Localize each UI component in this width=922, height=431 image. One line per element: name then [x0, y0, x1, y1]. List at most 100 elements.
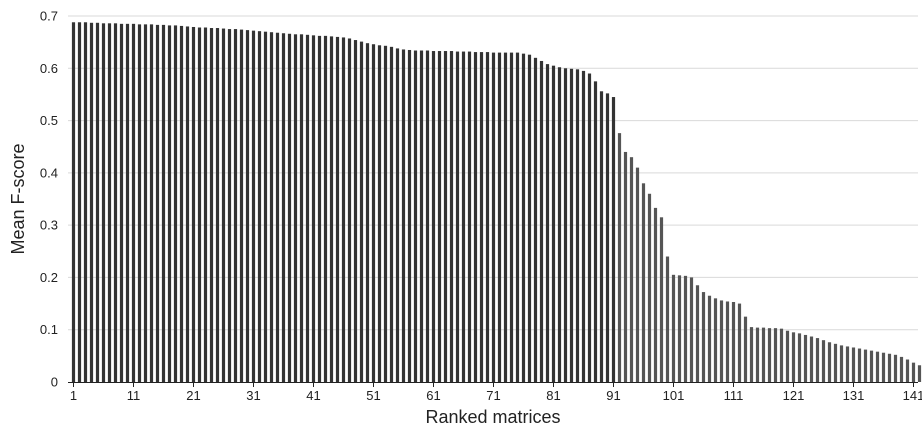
x-tick-label: 131 [843, 388, 865, 403]
bar-25 [215, 28, 220, 382]
bar-85 [575, 69, 580, 383]
bar-90 [605, 93, 610, 382]
bar-76 [521, 53, 526, 382]
bar-132 [857, 348, 862, 382]
bar-79 [539, 60, 544, 383]
x-tick-label: 71 [486, 388, 500, 403]
bar-32 [257, 31, 262, 383]
x-tick-label: 1 [70, 388, 77, 403]
bar-126 [821, 340, 826, 382]
bar-110 [725, 301, 730, 382]
bar-15 [155, 24, 160, 382]
bar-40 [305, 34, 310, 383]
bar-55 [395, 48, 400, 382]
bar-73 [503, 52, 508, 382]
bar-51 [371, 44, 376, 383]
bar-27 [227, 29, 232, 382]
bar-103 [683, 275, 688, 382]
bar-88 [593, 81, 598, 382]
x-tick-labels: 1 11 21 31 41 51 61 71 81 91 101 111 121 131 141 [70, 382, 922, 403]
bar-130 [845, 346, 850, 382]
bar-128 [833, 343, 838, 382]
bar-44 [329, 36, 334, 383]
bar-59 [419, 50, 424, 382]
x-tick-label: 51 [366, 388, 380, 403]
bar-101 [671, 274, 676, 382]
bar-52 [377, 45, 382, 382]
bar-133 [863, 349, 868, 382]
x-tick-label: 121 [783, 388, 805, 403]
bar-71 [491, 52, 496, 382]
bar-41 [311, 35, 316, 383]
bar-108 [713, 298, 718, 382]
bar-124 [809, 336, 814, 382]
x-axis-title: Ranked matrices [425, 407, 560, 427]
bar-99 [659, 217, 664, 382]
y-tick-label: 0.7 [40, 9, 58, 24]
bar-12 [137, 24, 142, 382]
bar-62 [437, 51, 442, 382]
bar-91 [611, 97, 616, 383]
y-tick-label: 0 [51, 375, 58, 390]
bar-100 [665, 256, 670, 382]
bar-21 [191, 26, 196, 382]
bar-57 [407, 49, 412, 382]
bar-18 [173, 25, 178, 382]
bar-113 [743, 316, 748, 382]
y-tick-label: 0.1 [40, 322, 58, 337]
bar-5 [95, 22, 100, 382]
bar-42 [317, 35, 322, 383]
bar-119 [779, 328, 784, 382]
bar-89 [599, 91, 604, 382]
x-tick-label: 101 [663, 388, 685, 403]
bar-123 [803, 334, 808, 382]
bar-13 [143, 24, 148, 382]
bar-93 [623, 151, 628, 382]
bar-78 [533, 57, 538, 382]
bar-116 [761, 327, 766, 382]
bar-111 [731, 302, 736, 382]
bar-36 [281, 33, 286, 383]
bar-81 [551, 65, 556, 383]
bar-68 [473, 52, 478, 382]
bar-65 [455, 51, 460, 382]
bar-136 [881, 352, 886, 382]
bar-11 [131, 23, 136, 382]
bar-24 [209, 28, 214, 382]
bar-29 [239, 29, 244, 382]
bar-138 [893, 354, 898, 382]
bar-77 [527, 54, 532, 382]
bar-6 [101, 23, 106, 382]
bar-37 [287, 33, 292, 383]
bar-48 [353, 40, 358, 383]
bar-38 [293, 34, 298, 383]
bar-23 [203, 27, 208, 382]
bar-109 [719, 300, 724, 382]
bar-46 [341, 37, 346, 383]
bar-64 [449, 51, 454, 382]
bar-127 [827, 342, 832, 382]
y-tick-labels: 0 0.1 0.2 0.3 0.4 0.5 0.6 0.7 [40, 9, 58, 390]
bar-3 [83, 22, 88, 382]
bar-4 [89, 22, 94, 382]
y-tick-label: 0.6 [40, 61, 58, 76]
bar-72 [497, 52, 502, 382]
x-tick-label: 81 [546, 388, 560, 403]
bar-122 [797, 333, 802, 382]
bar-49 [359, 41, 364, 383]
bar-125 [815, 338, 820, 382]
bar-60 [425, 50, 430, 382]
bar-22 [197, 27, 202, 382]
bar-34 [269, 32, 274, 383]
bar-97 [647, 193, 652, 382]
y-axis-title: Mean F-score [8, 143, 28, 254]
bar-67 [467, 51, 472, 382]
bar-10 [125, 23, 130, 382]
bar-58 [413, 50, 418, 382]
bar-69 [479, 52, 484, 382]
bar-80 [545, 64, 550, 383]
bar-56 [401, 49, 406, 382]
bar-9 [119, 23, 124, 382]
bar-120 [785, 330, 790, 382]
